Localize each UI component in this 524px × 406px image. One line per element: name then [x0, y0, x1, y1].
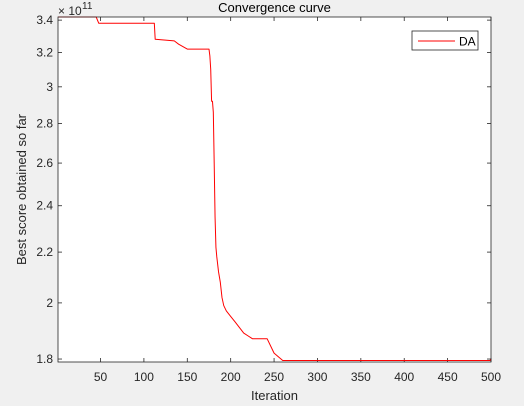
y-exponent-power: 11: [82, 1, 93, 12]
y-tick-label-3: 3: [46, 80, 53, 94]
y-tick-label-3.4: 3.4: [36, 13, 53, 27]
y-tick-label-2.4: 2.4: [36, 199, 53, 213]
y-exponent-base: × 10: [58, 4, 82, 18]
x-axis-title: Iteration: [251, 388, 298, 403]
x-tick-label-100: 100: [134, 370, 154, 384]
y-tick-label-3.2: 3.2: [36, 45, 53, 59]
x-tick-label-300: 300: [307, 370, 327, 384]
y-tick-label-2.8: 2.8: [36, 117, 53, 131]
x-tick-labels: 50 100 150 200 250 300 350 400 450 500: [94, 370, 501, 384]
y-tick-marks: [58, 19, 491, 360]
series-line-da: [58, 16, 492, 362]
series-layer: [58, 16, 492, 362]
x-tick-label-150: 150: [177, 370, 197, 384]
y-tick-labels: 1.8 2 2.2 2.4 2.6 2.8 3 3.2 3.4: [36, 13, 53, 366]
plot-frame: [57, 16, 492, 363]
legend-label-da: DA: [459, 35, 476, 49]
x-tick-label-250: 250: [264, 370, 284, 384]
x-tick-label-50: 50: [94, 370, 108, 384]
chart-title: Convergence curve: [218, 0, 331, 15]
x-tick-label-400: 400: [394, 370, 414, 384]
legend: DA: [411, 30, 479, 51]
y-tick-label-1.8: 1.8: [36, 352, 53, 366]
y-axis-title: Best score obtained so far: [14, 113, 29, 265]
x-tick-marks: [100, 17, 492, 362]
x-tick-label-500: 500: [481, 370, 501, 384]
y-tick-label-2.6: 2.6: [36, 156, 53, 170]
y-tick-label-2: 2: [46, 296, 53, 310]
y-tick-label-2.2: 2.2: [36, 245, 53, 259]
x-tick-label-200: 200: [221, 370, 241, 384]
x-tick-label-350: 350: [351, 370, 371, 384]
x-tick-label-450: 450: [438, 370, 458, 384]
plot-area: [58, 17, 491, 362]
